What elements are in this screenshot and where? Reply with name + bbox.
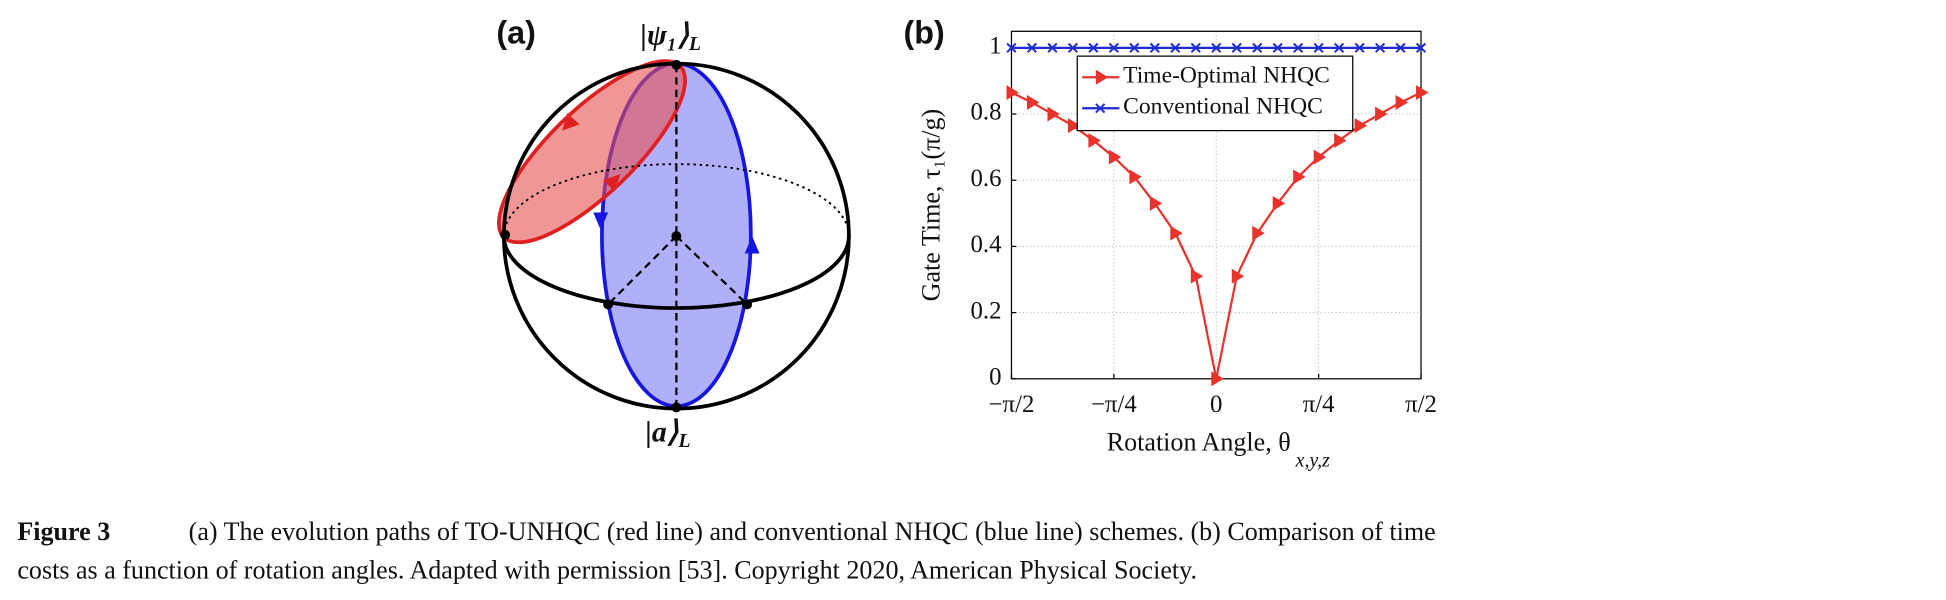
x-tick-label: 0 (1210, 391, 1222, 418)
y-tick-label: 0.4 (971, 231, 1003, 258)
x-tick-label: π/4 (1303, 391, 1335, 418)
marker (1149, 42, 1160, 53)
marker (1170, 42, 1181, 53)
legend-marker (1095, 103, 1106, 114)
caption-label: Figure 3 (17, 517, 110, 546)
marker (1252, 225, 1265, 241)
marker (1047, 106, 1060, 122)
marker (1416, 85, 1429, 100)
arrow (562, 113, 580, 131)
marker (1334, 133, 1347, 148)
arrow (744, 236, 760, 254)
legend-box (1076, 55, 1354, 132)
marker (1170, 225, 1183, 241)
caption-text: (a) The evolution paths of TO-UNHQC (red… (189, 517, 1436, 546)
marker (1088, 133, 1101, 148)
marker (1067, 42, 1078, 53)
marker (1047, 42, 1058, 53)
marker (1006, 85, 1019, 100)
marker (1088, 42, 1099, 53)
marker (1354, 42, 1365, 53)
ket-sub: L (688, 33, 701, 55)
y-tick-label: 0.8 (971, 99, 1002, 126)
ket: |a⟩ (645, 415, 678, 448)
marker (1149, 195, 1163, 211)
marker (1272, 195, 1286, 211)
marker (1231, 42, 1242, 53)
x-axis-label-sub: x,y,z (1295, 450, 1330, 472)
y-tick-label: 0.6 (971, 165, 1002, 192)
marker (1354, 118, 1368, 134)
x-axis-label: Rotation Angle, θ (1107, 428, 1291, 457)
marker (1252, 42, 1263, 53)
series-line (1010, 91, 1422, 380)
ket-sub: L (677, 430, 690, 452)
y-tick-label: 1 (989, 33, 1001, 60)
marker (1190, 42, 1201, 53)
bloch-sphere (497, 59, 851, 413)
marker (1211, 42, 1222, 53)
marker (1395, 42, 1406, 53)
marker (1129, 169, 1142, 185)
panel-label: (b) (904, 15, 945, 51)
x-tick-label: π/2 (1405, 391, 1437, 418)
axes (607, 64, 748, 408)
arrow (593, 212, 609, 230)
marker (1190, 268, 1204, 284)
x-tick-label: −π/4 (1091, 391, 1137, 418)
marker (1211, 371, 1224, 387)
legend-marker (1095, 69, 1109, 85)
panel-label: (a) (496, 15, 535, 51)
marker (1129, 42, 1140, 53)
marker (1231, 268, 1245, 284)
marker (1108, 42, 1119, 53)
marker (1026, 95, 1040, 110)
ket: |ψ₁⟩ (640, 18, 689, 51)
marker (1006, 42, 1017, 53)
caption-text: costs as a function of rotation angles. … (17, 555, 1197, 584)
marker (1415, 42, 1427, 53)
marker (1375, 42, 1386, 53)
legend-label: Time-Optimal NHQC (1123, 63, 1330, 89)
x-tick-label: −π/2 (989, 391, 1035, 418)
y-axis-label: Gate Time, τ₁(π/g) (916, 109, 945, 302)
points (500, 59, 753, 413)
y-tick-label: 0.2 (971, 297, 1002, 324)
legend-label: Conventional NHQC (1123, 94, 1323, 120)
marker (1067, 118, 1081, 134)
marker (1293, 169, 1306, 185)
arrow (603, 174, 621, 192)
marker (1293, 42, 1304, 53)
state-label: |a⟩L (645, 415, 690, 451)
marker (1334, 42, 1345, 53)
marker (1108, 149, 1122, 165)
state-label: |ψ₁⟩L (640, 18, 701, 54)
marker (1375, 106, 1388, 122)
marker (1026, 42, 1037, 53)
marker (1395, 95, 1408, 110)
marker (1313, 42, 1324, 53)
marker (1272, 42, 1283, 53)
marker (1313, 149, 1327, 165)
chart: 0 0.2 0.4 0.6 0.8 1 −π/2 −π/4 0 π/4 π/2 Time-Optima… (971, 30, 1437, 418)
y-tick-label: 0 (989, 364, 1001, 391)
